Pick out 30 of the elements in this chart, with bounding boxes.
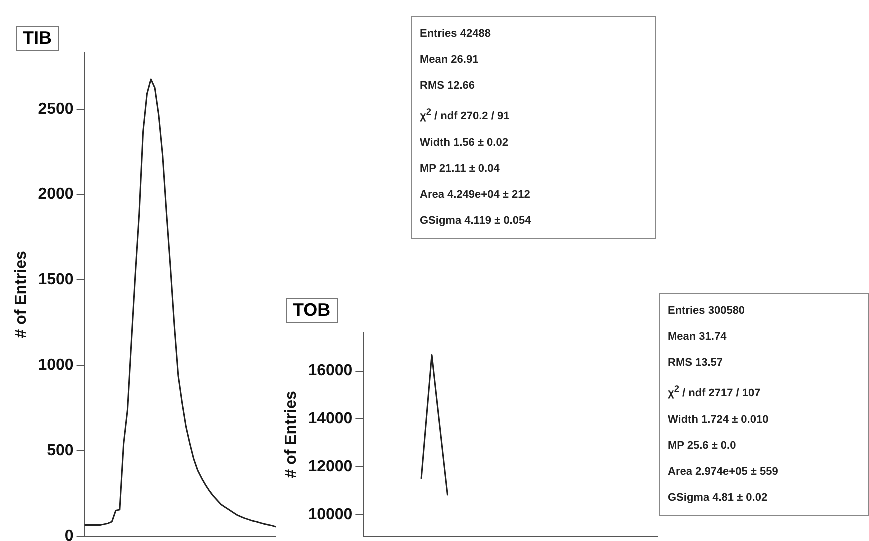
text: RMS 13.57 [668, 356, 724, 371]
text: Mean 26.91 [420, 53, 480, 68]
chart-title: TIB [16, 26, 59, 51]
text: Entries 300580 [668, 304, 746, 319]
y-tick-label: 14000 [308, 410, 353, 428]
text: MP 21.11 ± 0.04 [420, 162, 501, 177]
y-axis-title: # of Entries [283, 391, 300, 478]
text: Width 1.724 ± 0.010 [668, 412, 770, 428]
text: Entries 42488 [420, 27, 492, 42]
y-axis-title: # of Entries [13, 251, 30, 338]
text: Width 1.56 ± 0.02 [420, 136, 510, 151]
y-tick-label: 1500 [38, 272, 74, 289]
y-tick-label: 10000 [308, 506, 353, 524]
text: Area 4.249e+04 ± 212 [420, 188, 532, 203]
y-tick-label: 500 [47, 442, 74, 460]
text: χ$^{2}$ / ndf 2717 / 107 [668, 383, 762, 402]
chart-title: TOB [286, 298, 338, 323]
text: RMS 12.66 [420, 79, 476, 94]
text: GSigma 4.119 ± 0.054 [420, 214, 532, 229]
text: Area 2.974e+05 ± 559 [668, 464, 780, 480]
y-tick-label: 0 [64, 528, 74, 541]
y-tick-label: 1000 [38, 356, 74, 374]
y-tick-label: 16000 [308, 362, 353, 380]
text: χ$^{2}$ / ndf 270.2 / 91 [420, 106, 511, 125]
y-tick-label: 2000 [38, 186, 74, 204]
y-tick-label: 12000 [308, 458, 353, 476]
y-tick-label: 2500 [38, 100, 74, 118]
text: Mean 31.74 [668, 330, 728, 345]
text: GSigma 4.81 ± 0.02 [668, 490, 769, 506]
text: MP 25.6 ± 0.0 [668, 438, 738, 454]
